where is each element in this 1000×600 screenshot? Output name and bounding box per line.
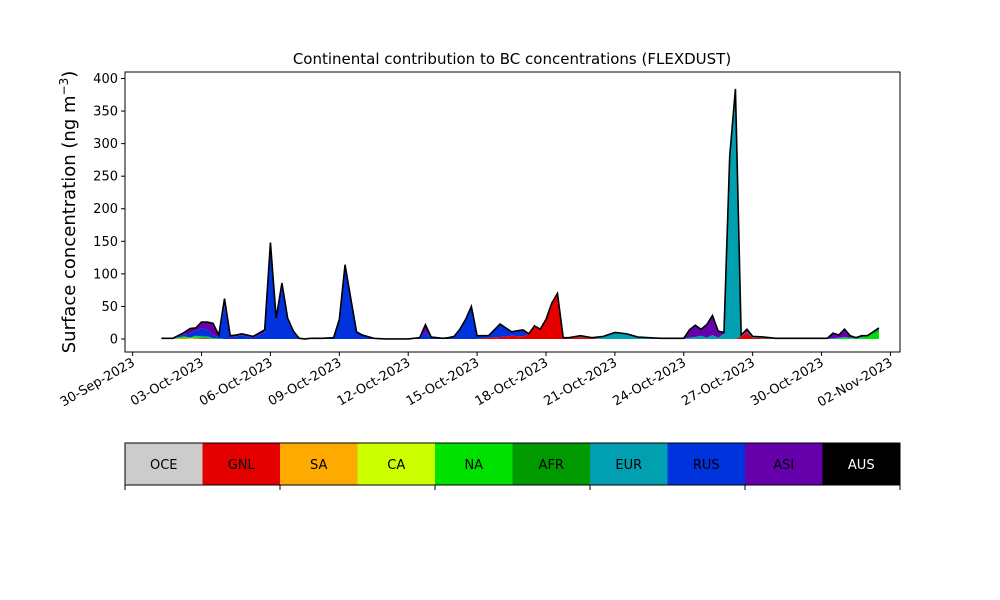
legend-label-asi: ASI bbox=[773, 458, 794, 473]
legend-swatch-gnl bbox=[202, 443, 280, 485]
legend-swatch-afr bbox=[512, 443, 590, 485]
y-axis-label-sup: −3 bbox=[57, 78, 71, 96]
axes: 0 50 100 150 200 250 300 350 400 30-Sep-202303-Oc… bbox=[58, 71, 901, 410]
plot-frame bbox=[124, 71, 901, 353]
legend-label-rus: RUS bbox=[693, 458, 720, 473]
x-tick-label: 03-Oct-2023 bbox=[128, 355, 206, 409]
legend-label-ca: CA bbox=[387, 458, 405, 473]
y-tick-label: 0 bbox=[110, 332, 118, 347]
legend-swatch-sa bbox=[280, 443, 358, 485]
legend-label-na: NA bbox=[464, 458, 483, 473]
legend-swatch-oce bbox=[125, 443, 203, 485]
y-tick-label: 200 bbox=[93, 202, 118, 217]
x-tick-label: 27-Oct-2023 bbox=[679, 355, 757, 409]
legend-swatch-eur bbox=[590, 443, 668, 485]
x-tick-label: 02-Nov-2023 bbox=[815, 355, 895, 410]
legend-swatch-na bbox=[435, 443, 513, 485]
area-rus bbox=[161, 98, 879, 339]
legend-label-sa: SA bbox=[310, 458, 327, 473]
chart-title: Continental contribution to BC concentra… bbox=[293, 50, 731, 68]
total-line bbox=[161, 88, 880, 340]
y-tick-label: 300 bbox=[93, 137, 118, 152]
legend: OCE GNL SA CA NA AFR EUR RUS ASI AUS bbox=[124, 442, 901, 490]
legend-swatch-aus bbox=[822, 443, 900, 485]
legend-label-aus: AUS bbox=[848, 458, 875, 473]
legend-label-oce: OCE bbox=[150, 458, 178, 473]
x-tick-label: 12-Oct-2023 bbox=[335, 355, 413, 409]
x-tick-label: 09-Oct-2023 bbox=[266, 355, 344, 409]
legend-label-eur: EUR bbox=[615, 458, 642, 473]
legend-swatch-ca bbox=[357, 443, 435, 485]
x-tick-label: 18-Oct-2023 bbox=[473, 355, 551, 409]
y-axis-label: Surface concentration (ng m−3) bbox=[57, 71, 80, 354]
legend-frame bbox=[124, 442, 901, 486]
y-tick-label: 100 bbox=[93, 267, 118, 282]
x-tick-label: 21-Oct-2023 bbox=[541, 355, 619, 409]
x-tick-label: 06-Oct-2023 bbox=[197, 355, 275, 409]
y-tick-label: 350 bbox=[93, 105, 118, 120]
y-tick-label: 50 bbox=[101, 300, 118, 315]
plot-area bbox=[161, 88, 880, 340]
y-tick-label: 400 bbox=[93, 72, 118, 87]
legend-label-afr: AFR bbox=[539, 458, 564, 473]
x-tick-label: 30-Oct-2023 bbox=[748, 355, 826, 409]
legend-swatch-asi bbox=[745, 443, 823, 485]
y-tick-label: 250 bbox=[93, 170, 118, 185]
legend-label-gnl: GNL bbox=[228, 458, 256, 473]
x-tick-label: 24-Oct-2023 bbox=[610, 355, 688, 409]
legend-swatch-rus bbox=[667, 443, 745, 485]
x-tick-label: 15-Oct-2023 bbox=[404, 355, 482, 409]
y-axis-label-close: ) bbox=[59, 71, 80, 78]
x-tick-label: 30-Sep-2023 bbox=[58, 355, 138, 410]
y-axis-label-main: Surface concentration (ng m bbox=[59, 95, 80, 353]
y-tick-label: 150 bbox=[93, 235, 118, 250]
area-eur bbox=[161, 98, 879, 339]
